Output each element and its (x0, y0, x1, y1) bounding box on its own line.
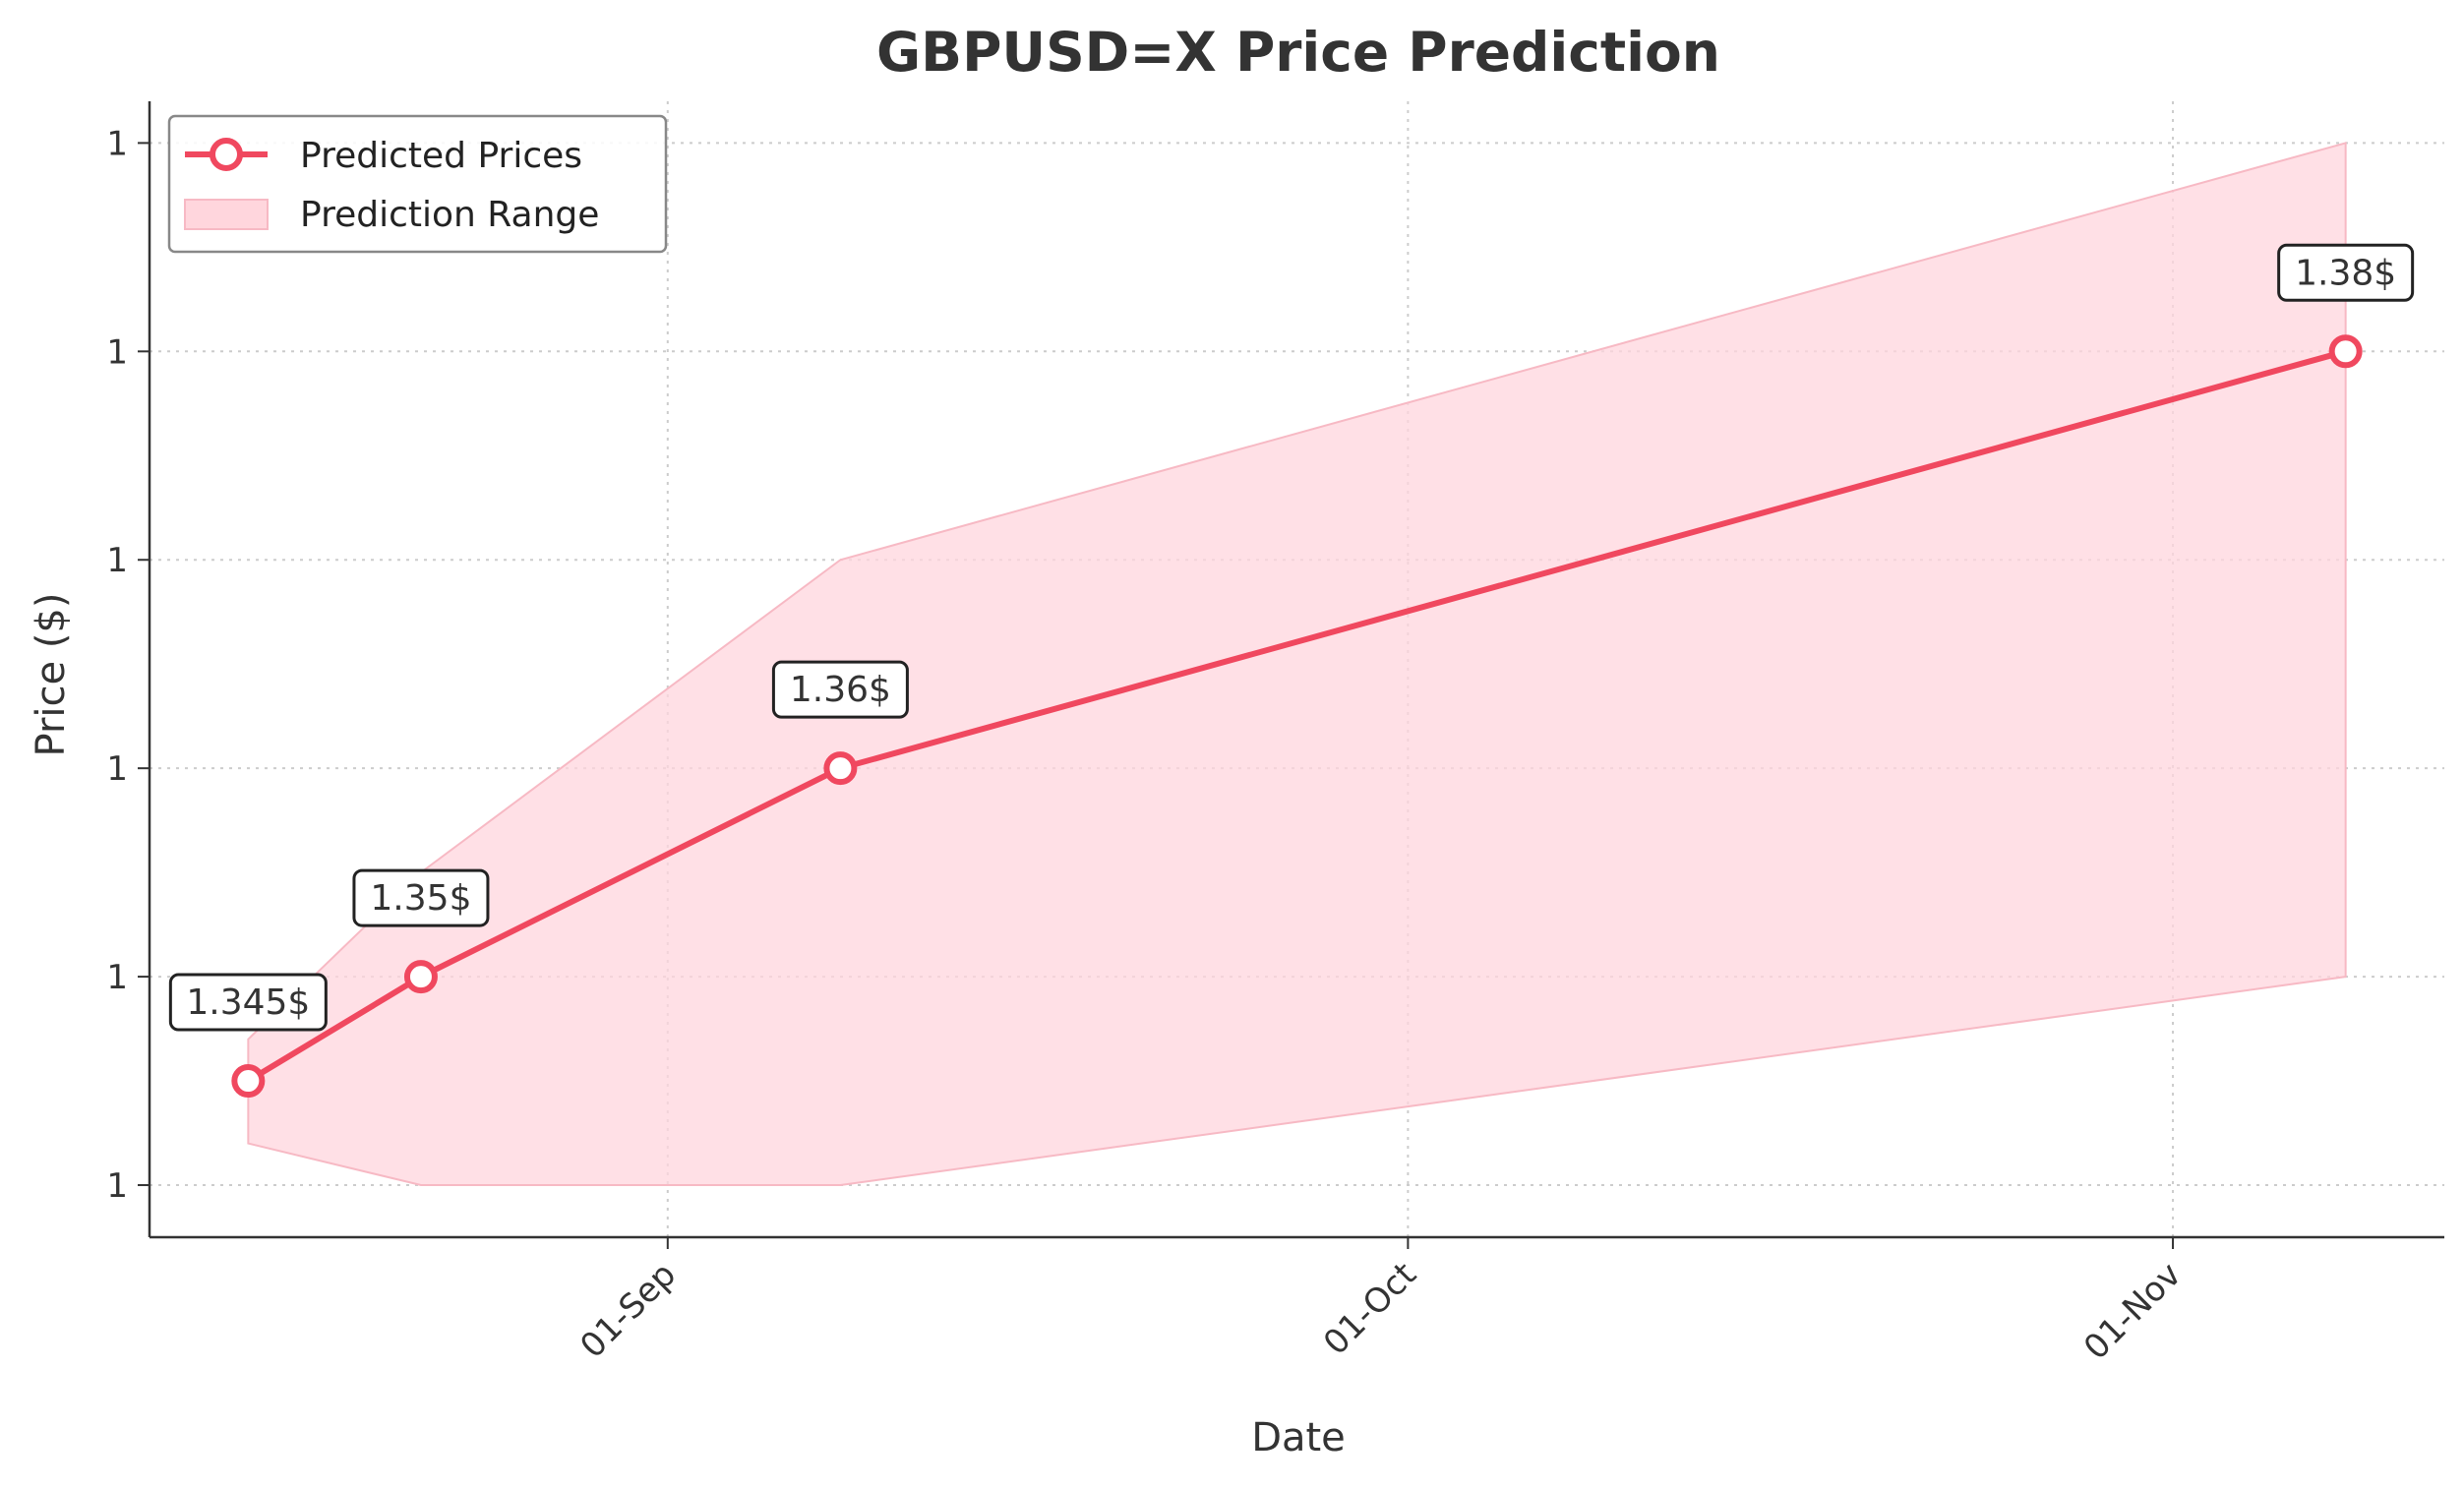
legend-label-predicted: Predicted Prices (300, 136, 582, 176)
y-tick-label: 1 (106, 1166, 128, 1206)
predicted-prices-series (231, 334, 2363, 1099)
axes (148, 101, 2444, 1239)
x-tick-label: 01-Sep (572, 1255, 684, 1366)
data-point-marker (2328, 334, 2363, 369)
data-point-marker (823, 751, 858, 786)
x-axis-label: Date (1251, 1415, 1346, 1460)
y-tick-label: 1 (106, 541, 128, 580)
data-label: 1.36$ (790, 670, 891, 710)
data-label-box (2277, 243, 2415, 302)
x-tick-label: 01-Oct (1316, 1255, 1424, 1363)
chart-title: GBPUSD=X Price Prediction (876, 21, 1720, 84)
y-tick-label: 1 (106, 749, 128, 789)
legend-box (167, 114, 668, 254)
data-label: 1.345$ (186, 982, 310, 1023)
y-tick-label: 1 (106, 958, 128, 997)
y-axis-ticks: 1 1 1 1 1 1 (106, 124, 150, 1206)
y-axis-label: Price ($) (29, 593, 74, 757)
data-labels: 1.345$ 1.35$ 1.36$ 1.38$ (168, 243, 2415, 1032)
y-tick-label: 1 (106, 124, 128, 163)
y-tick-label: 1 (106, 332, 128, 372)
legend-area-swatch (184, 199, 269, 230)
legend-label-range: Prediction Range (300, 195, 599, 235)
data-point-marker (403, 960, 438, 994)
data-label-box (168, 973, 328, 1032)
legend-marker-swatch (210, 138, 243, 171)
prediction-range-area (247, 142, 2347, 1187)
predicted-prices-line (246, 348, 2347, 1084)
data-label-box (352, 868, 490, 927)
data-label: 1.35$ (370, 878, 471, 919)
x-tick-label: 01-Nov (2076, 1255, 2189, 1367)
data-label-box (771, 660, 909, 719)
data-point-marker (231, 1064, 266, 1099)
legend: Predicted Prices Prediction Range (167, 114, 668, 254)
x-axis-ticks: 01-Sep 01-Oct 01-Nov (572, 1237, 2189, 1368)
data-label: 1.38$ (2295, 253, 2396, 293)
prediction-range-polygon (247, 142, 2347, 1187)
